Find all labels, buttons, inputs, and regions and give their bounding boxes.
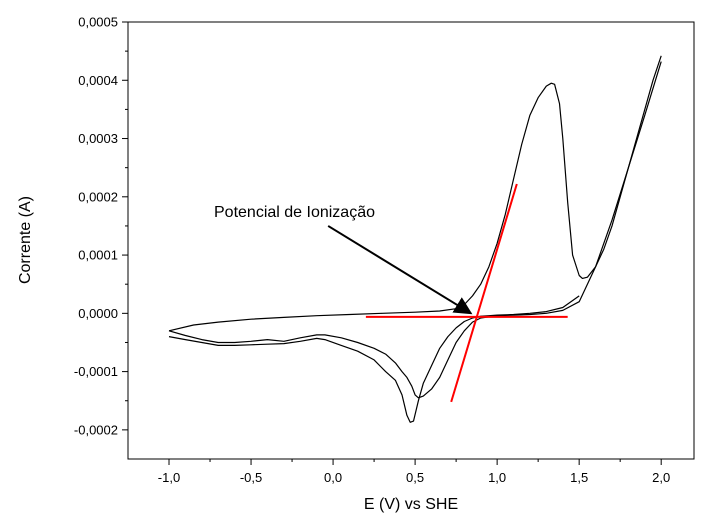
series-line-3 (168, 295, 580, 423)
y-tick-label: 0,0004 (78, 73, 118, 88)
annotation-group: Potencial de Ionização (214, 183, 568, 403)
annotation-label: Potencial de Ionização (214, 204, 375, 221)
y-tick-label: 0,0003 (78, 131, 118, 146)
series-line-2 (168, 61, 662, 399)
red-tangent-line-2 (450, 183, 518, 403)
x-tick-label: 0,0 (324, 470, 342, 485)
series-line-1 (168, 55, 662, 332)
x-tick-label: 1,0 (488, 470, 506, 485)
y-tick-label: 0,0002 (78, 189, 118, 204)
x-tick-label: -1,0 (158, 470, 180, 485)
plot-frame (127, 21, 695, 460)
x-tick-label: 2,0 (652, 470, 670, 485)
y-axis-ticks: -0,0002 -0,0001 0,0000 0,0001 0,0002 0,0003 0,… (74, 15, 128, 437)
y-tick-label: -0,0001 (74, 364, 118, 379)
y-tick-label: 0,0000 (78, 306, 118, 321)
y-tick-label: 0,0005 (78, 15, 118, 30)
y-axis-title: Corrente (A) (17, 196, 34, 284)
x-tick-label: 1,5 (570, 470, 588, 485)
x-axis-ticks: -1,0 -0,5 0,0 0,5 1,0 1,5 2,0 (158, 459, 670, 485)
x-tick-label: 0,5 (406, 470, 424, 485)
y-tick-label: 0,0001 (78, 248, 118, 263)
x-axis-title: E (V) vs SHE (364, 496, 458, 513)
x-tick-label: -0,5 (240, 470, 262, 485)
series-group (168, 55, 662, 423)
y-tick-label: -0,0002 (74, 422, 118, 437)
annotation-arrow (327, 225, 473, 315)
